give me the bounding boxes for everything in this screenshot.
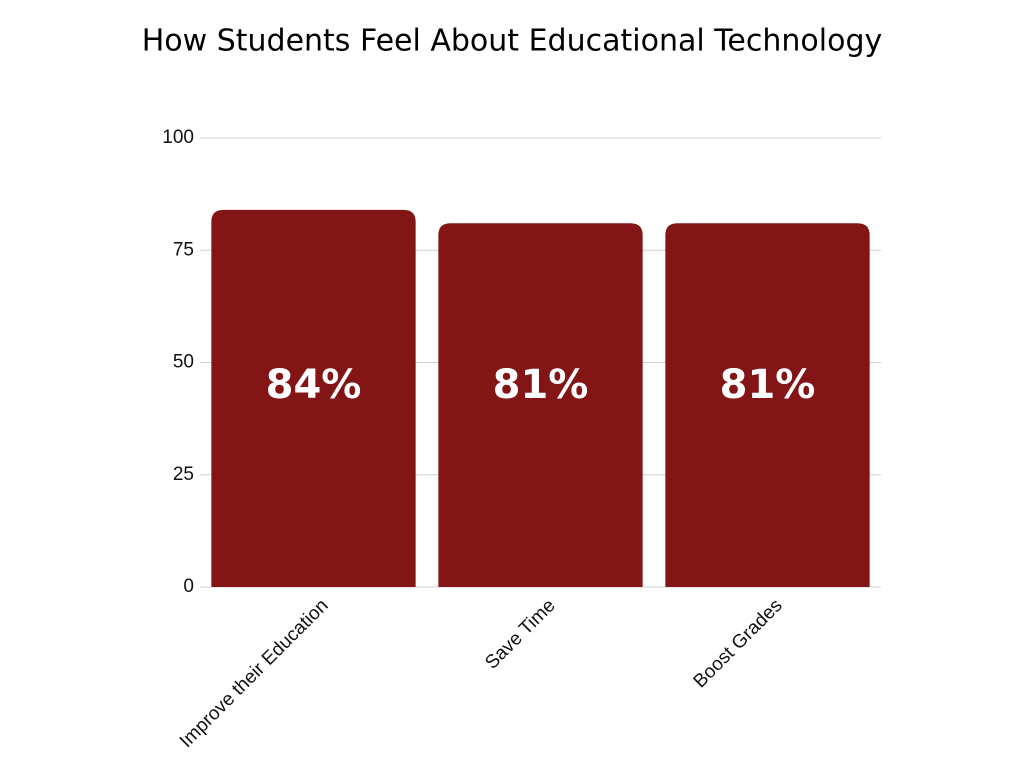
chart-title: How Students Feel About Educational Tech… (142, 24, 883, 59)
y-tick-label: 0 (183, 576, 194, 597)
x-tick-label: Improve their Education (176, 595, 333, 752)
bar (665, 223, 870, 587)
y-tick-label: 25 (173, 464, 194, 485)
value-label: 81% (720, 362, 816, 408)
bar (211, 209, 416, 587)
value-label: 84% (266, 362, 362, 408)
y-tick-label: 75 (173, 239, 194, 260)
value-label: 81% (493, 362, 589, 408)
y-tick-label: 100 (162, 127, 194, 148)
x-tick-label: Boost Grades (690, 595, 787, 692)
bar (438, 223, 643, 587)
x-tick-label: Save Time (481, 595, 559, 673)
y-tick-label: 50 (173, 352, 194, 373)
